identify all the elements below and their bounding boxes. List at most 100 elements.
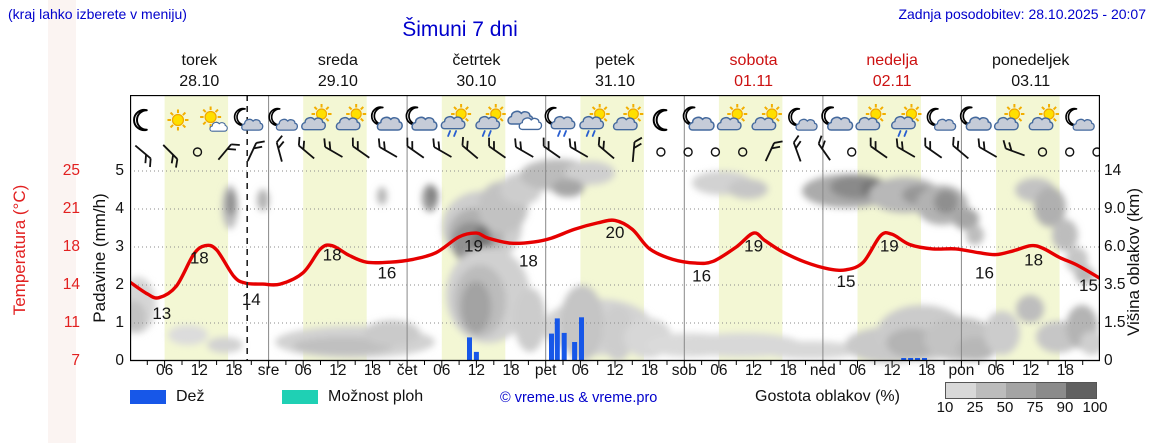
weather-icon-clouds — [507, 110, 543, 131]
hour-label-18: 18 — [1056, 362, 1074, 379]
rain-legend-swatch — [130, 390, 166, 404]
weather-icon-moon-cloud-rain — [544, 106, 576, 137]
day-name-petek: petek — [595, 52, 635, 69]
km-ticks-3.5: 3.5 — [1104, 276, 1126, 293]
day-name-četrtek: četrtek — [452, 52, 501, 69]
calm-wind-icon — [192, 147, 203, 157]
weather-icon-moon-cloud — [788, 107, 818, 131]
temp-ticks-11: 11 — [63, 314, 80, 331]
weather-icon-moon-clouds — [682, 106, 715, 131]
wind-barb-icon — [817, 135, 831, 161]
km-ticks-9.0: 9.0 — [1104, 200, 1126, 217]
svg-text:13: 13 — [152, 304, 171, 323]
temp-ticks-21: 21 — [62, 200, 80, 217]
km-ticks-0: 0 — [1104, 352, 1113, 369]
rain-legend-label: Dež — [176, 388, 205, 405]
temp-ticks-18: 18 — [62, 238, 80, 255]
svg-text:19: 19 — [464, 237, 483, 256]
hour-label-06: 06 — [710, 362, 728, 379]
density-cell — [1036, 383, 1066, 398]
km-ticks-6.0: 6.0 — [1104, 238, 1126, 255]
weather-icon-sun-cloud-small — [200, 106, 228, 132]
precip-ticks-1: 1 — [115, 314, 124, 331]
day-name-sreda: sreda — [317, 52, 358, 69]
wind-barb-icon — [351, 137, 370, 159]
wind-barb-icon — [488, 137, 507, 159]
temp-ticks-14: 14 — [62, 276, 80, 293]
rain-bars — [467, 317, 927, 361]
hour-label-06: 06 — [433, 362, 451, 379]
wind-barb-icon — [217, 143, 240, 161]
left-margin-strip — [48, 0, 76, 443]
calm-wind-icon — [847, 147, 857, 157]
hour-label-06: 06 — [848, 362, 867, 379]
svg-text:19: 19 — [880, 237, 899, 256]
hour-label-06: 06 — [571, 362, 589, 379]
hour-ticks — [146, 361, 1084, 368]
weather-icon-moon-cloud — [233, 107, 264, 131]
svg-text:19: 19 — [744, 237, 763, 256]
day-date-četrtek: 30.10 — [456, 73, 497, 90]
day-name-sobota: sobota — [729, 52, 778, 69]
page-title: Šimuni 7 dni — [402, 18, 518, 41]
weather-icons-row — [133, 104, 1095, 137]
weather-icon-sun-cloud-rain — [579, 104, 610, 137]
wind-barb-icon — [952, 136, 969, 160]
wind-barb-icon — [297, 136, 315, 160]
hour-label-18: 18 — [918, 362, 936, 379]
hour-label-18: 18 — [363, 362, 382, 379]
density-value-25: 25 — [966, 399, 984, 416]
showers-legend-label: Možnost ploh — [328, 388, 424, 405]
density-cell — [1066, 383, 1096, 398]
location-menu-hint-link[interactable]: (kraj lahko izberete v meniju) — [8, 6, 187, 22]
wind-barb-icon — [1002, 140, 1025, 157]
weather-icon-sun-cloud — [1028, 104, 1060, 131]
weather-icon-sun-cloud-rain — [891, 104, 922, 137]
density-value-10: 10 — [936, 399, 954, 416]
hour-label-18: 18 — [641, 362, 659, 379]
svg-text:18: 18 — [1024, 250, 1043, 269]
wind-barb-icon — [792, 135, 802, 162]
wind-barb-icon — [895, 138, 916, 158]
density-value-50: 50 — [996, 399, 1014, 416]
calm-wind-icon — [1065, 147, 1075, 157]
weather-icon-moon-cloud — [1065, 107, 1095, 131]
density-cell — [946, 383, 976, 398]
calm-wind-icon — [738, 147, 748, 157]
weather-icon-sun-cloud-rain — [475, 104, 506, 137]
svg-text:16: 16 — [377, 264, 396, 283]
weather-icon-sun-cloud — [301, 104, 332, 131]
weather-icon-moon-clouds — [370, 106, 403, 131]
wind-barb-icon — [597, 136, 615, 160]
weather-icon-sun-cloud — [335, 104, 367, 131]
density-value-100: 100 — [1082, 399, 1108, 416]
density-cell — [1006, 383, 1036, 398]
weather-icon-sun-cloud — [855, 104, 886, 131]
wind-barb-icon — [134, 144, 152, 168]
calm-wind-icon — [1092, 147, 1100, 157]
svg-text:14: 14 — [242, 290, 261, 309]
svg-text:16: 16 — [975, 264, 994, 283]
wind-barb-icon — [869, 137, 888, 159]
hour-label-18: 18 — [225, 362, 243, 379]
wind-barb-icon — [977, 138, 998, 158]
density-cell — [976, 383, 1006, 398]
hour-label-18: 18 — [779, 362, 797, 379]
copyright-link[interactable]: © vreme.us & vreme.pro — [500, 390, 658, 406]
wind-barbs-row — [134, 135, 1100, 168]
day-name-torek: torek — [181, 52, 218, 69]
density-value-75: 75 — [1026, 399, 1044, 416]
day-date-nedelja: 02.11 — [872, 73, 912, 90]
wind-barb-icon — [323, 138, 343, 158]
day-date-sobota: 01.11 — [734, 73, 773, 90]
km-ticks-1.5: 1.5 — [1104, 314, 1126, 331]
precip-ticks-5: 5 — [115, 162, 124, 179]
svg-text:18: 18 — [323, 246, 342, 265]
wind-barb-icon — [246, 140, 265, 162]
wind-barb-icon — [162, 144, 179, 168]
calm-wind-icon — [683, 147, 693, 157]
wind-barb-icon — [275, 135, 285, 162]
wind-barb-icon — [377, 138, 398, 158]
cloud-density-scale: 10 25 50 75 90 100 — [937, 382, 1108, 418]
wind-barb-icon — [924, 137, 943, 159]
